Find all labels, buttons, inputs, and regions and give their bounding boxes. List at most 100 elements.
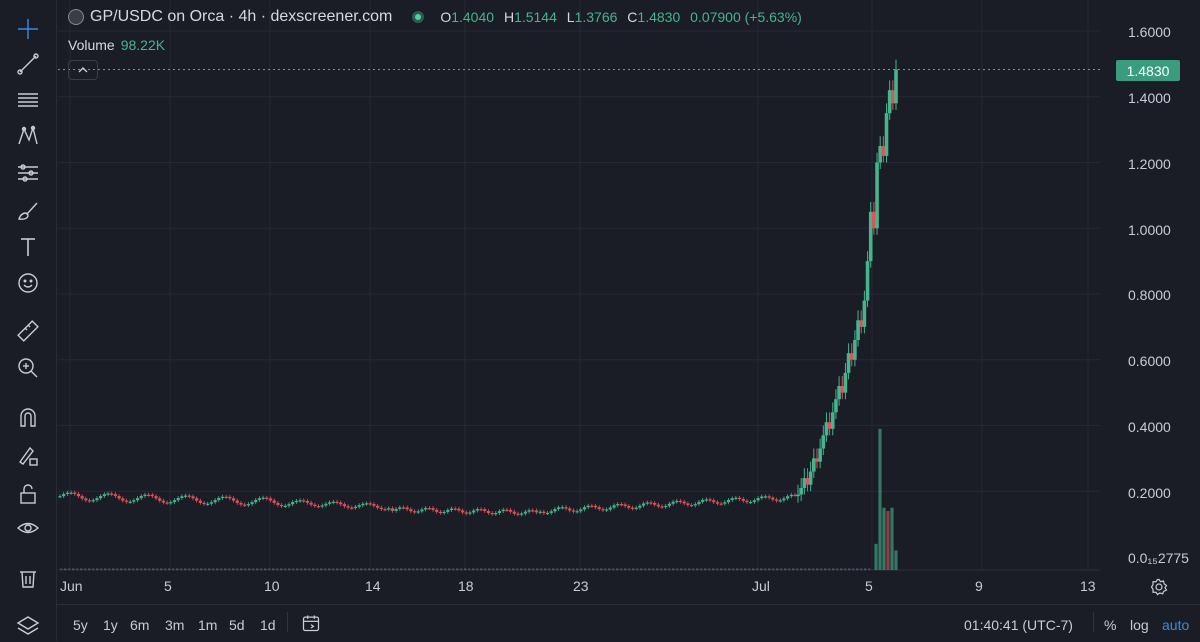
candle	[608, 507, 612, 510]
candle	[202, 502, 206, 505]
candle	[113, 494, 118, 497]
clock-readout[interactable]: 01:40:41 (UTC-7)	[964, 617, 1073, 633]
ohlc-low-label: L	[566, 9, 575, 25]
zoom-in-icon[interactable]	[12, 352, 44, 384]
time-tick: 5	[865, 578, 873, 594]
collapse-legend-button[interactable]	[68, 60, 98, 80]
volume-bar	[128, 568, 131, 570]
volume-bar	[660, 568, 663, 570]
volume-bar	[804, 568, 807, 570]
range-5d-button[interactable]: 5d	[229, 617, 245, 633]
candle	[243, 504, 247, 506]
price-chart[interactable]	[0, 0, 1200, 600]
time-tick: 13	[1080, 578, 1096, 594]
price-tick: 0.4000	[1128, 419, 1171, 435]
range-6m-button[interactable]: 6m	[130, 617, 150, 633]
unlock-icon[interactable]	[12, 478, 44, 510]
range-1y-button[interactable]: 1y	[103, 617, 118, 633]
crosshair-icon[interactable]	[12, 13, 44, 45]
candle	[217, 498, 221, 501]
candle	[350, 507, 354, 509]
prediction-icon[interactable]	[12, 157, 44, 189]
candle	[128, 501, 132, 503]
trash-icon[interactable]	[12, 562, 44, 594]
volume-bar	[894, 550, 898, 570]
volume-bar	[576, 568, 579, 570]
lock-draw-icon[interactable]	[12, 440, 44, 472]
candle	[802, 478, 807, 488]
candle	[180, 496, 184, 498]
volume-bar	[460, 568, 463, 570]
volume-bar	[764, 568, 767, 570]
ruler-icon[interactable]	[12, 315, 44, 347]
volume-bar	[520, 568, 523, 570]
range-1d-button[interactable]: 1d	[260, 617, 276, 633]
candle	[76, 493, 81, 497]
volume-bar	[320, 568, 323, 570]
range-3m-button[interactable]: 3m	[165, 617, 185, 633]
candle	[542, 511, 546, 514]
candle	[656, 504, 660, 507]
volume-bar	[548, 568, 551, 570]
volume-bar	[244, 568, 247, 570]
pattern-icon[interactable]	[12, 120, 44, 152]
volume-bar	[176, 568, 179, 570]
percent-scale-button[interactable]: %	[1104, 617, 1117, 633]
candle	[427, 508, 431, 510]
volume-bar	[796, 568, 799, 570]
drawing-toolbar	[0, 0, 57, 641]
log-scale-button[interactable]: log	[1130, 617, 1149, 633]
volume-bar	[488, 568, 491, 570]
magnet-icon[interactable]	[12, 402, 44, 434]
volume-bar	[236, 568, 239, 570]
candle	[139, 496, 143, 499]
chart-settings-icon[interactable]	[1150, 578, 1168, 601]
candle	[209, 502, 214, 504]
candle	[560, 507, 564, 509]
range-1m-button[interactable]: 1m	[198, 617, 218, 633]
emoji-icon[interactable]	[12, 267, 44, 299]
candle	[575, 511, 579, 513]
date-range-icon[interactable]	[301, 613, 321, 638]
volume-bar	[508, 568, 511, 570]
volume-bar	[284, 568, 287, 570]
candle	[509, 509, 513, 512]
candle	[316, 506, 321, 508]
volume-bar	[124, 568, 127, 570]
volume-bar	[316, 568, 319, 570]
trendline-icon[interactable]	[12, 48, 44, 80]
candle	[664, 505, 668, 508]
eye-icon[interactable]	[12, 512, 44, 544]
chevron-up-icon	[78, 67, 88, 73]
candle	[58, 496, 62, 498]
price-change: 0.07900 (+5.63%)	[690, 9, 802, 25]
candle	[619, 504, 624, 506]
volume-bar	[684, 568, 687, 570]
candle	[91, 500, 95, 502]
layers-icon[interactable]	[12, 610, 44, 642]
candle	[398, 507, 402, 509]
candle	[87, 500, 92, 502]
candle	[305, 501, 310, 503]
fib-icon[interactable]	[12, 84, 44, 116]
candle	[605, 509, 609, 511]
candle	[520, 513, 524, 515]
volume-bar	[140, 568, 143, 570]
candle	[675, 500, 679, 503]
candle	[346, 506, 350, 508]
volume-bar	[556, 568, 559, 570]
brush-icon[interactable]	[12, 195, 44, 227]
range-5y-button[interactable]: 5y	[73, 617, 88, 633]
candle	[730, 498, 734, 500]
volume-bar	[368, 568, 371, 570]
candle	[805, 478, 810, 485]
auto-scale-button[interactable]: auto	[1162, 617, 1190, 633]
volume-value: 98.22K	[120, 37, 166, 53]
volume-bar	[472, 568, 475, 570]
volume-bar	[856, 568, 859, 570]
volume-bar	[572, 568, 575, 570]
candle	[220, 496, 225, 499]
text-icon[interactable]	[12, 231, 44, 263]
candle	[84, 498, 88, 501]
candle	[752, 500, 756, 502]
